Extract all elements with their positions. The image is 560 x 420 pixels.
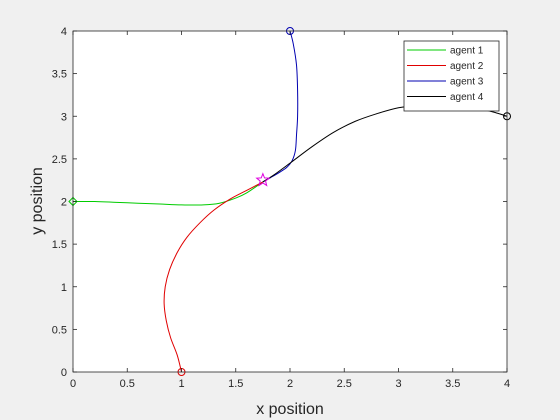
series-line-agent-2 [163, 181, 264, 373]
y-tick-label: 4 [61, 26, 67, 38]
x-tick-label: 0.5 [120, 378, 135, 390]
legend: agent 1 agent 2 agent 3 agent 4 [403, 40, 500, 112]
y-axis-label: y position [29, 167, 46, 235]
x-tick-label: 1.5 [228, 378, 243, 390]
legend-label-agent-1: agent 1 [450, 46, 484, 57]
legend-label-agent-4: agent 4 [450, 92, 484, 103]
legend-label-agent-2: agent 2 [450, 61, 484, 72]
x-tick-label: 3 [395, 378, 401, 390]
legend-label-agent-3: agent 3 [450, 77, 484, 88]
y-tick-label: 0.5 [52, 324, 67, 336]
tick-layer: 0 0.5 1 1.5 2 2.5 3 3.5 4 0 0.5 1 1.5 2 2.5 3 3.5 4 [52, 26, 510, 390]
x-tick-label: 3.5 [445, 378, 460, 390]
y-tick-label: 0 [61, 367, 67, 379]
x-tick-label: 1 [178, 378, 184, 390]
y-tick-label: 3.5 [52, 69, 67, 81]
x-tick-label: 2 [287, 378, 293, 390]
series-line-agent-3 [262, 30, 299, 183]
x-axis-label: x position [256, 401, 324, 418]
y-tick-label: 2 [61, 197, 67, 209]
meeting-point-star-icon [255, 172, 271, 187]
x-tick-label: 2.5 [337, 378, 352, 390]
y-tick-label: 1.5 [52, 239, 67, 251]
y-tick-label: 3 [61, 111, 67, 123]
legend-box [403, 40, 500, 112]
y-tick-label: 1 [61, 282, 67, 294]
series-line-agent-1 [72, 181, 264, 206]
y-tick-label: 2.5 [52, 154, 67, 166]
x-tick-label: 0 [70, 378, 76, 390]
x-tick-label: 4 [504, 378, 510, 390]
